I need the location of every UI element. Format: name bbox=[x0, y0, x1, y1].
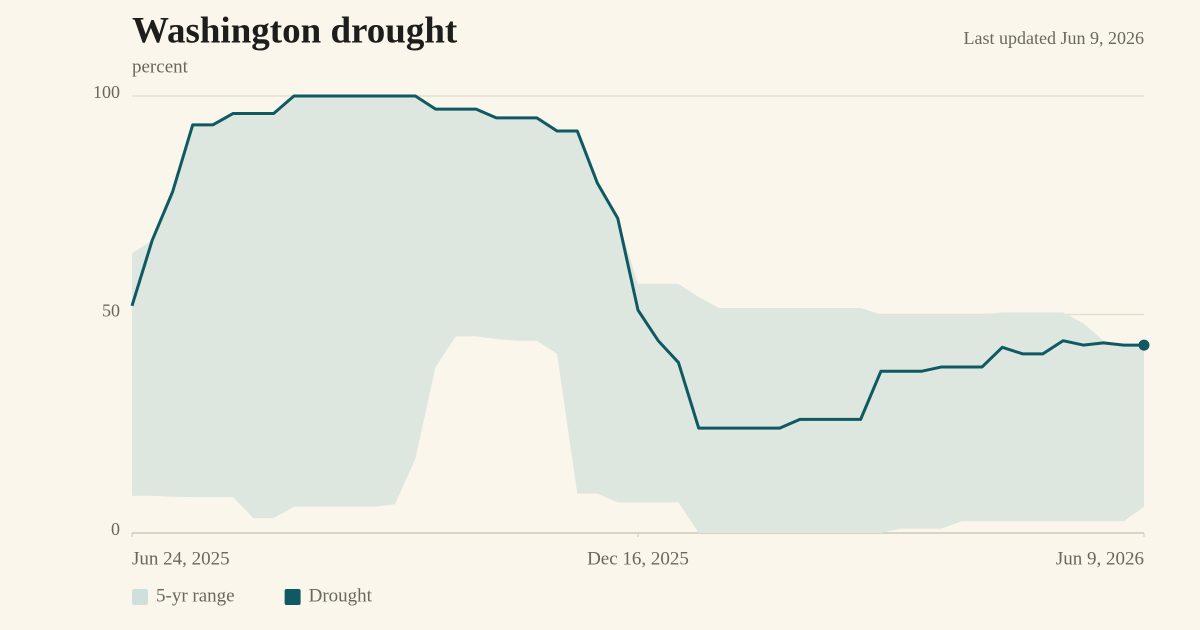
y-tick-label: 0 bbox=[111, 519, 120, 539]
legend-label: 5-yr range bbox=[156, 585, 235, 606]
x-tick-label: Jun 9, 2026 bbox=[1056, 548, 1144, 569]
end-point bbox=[1138, 339, 1150, 351]
note: Last updated Jun 9, 2026 bbox=[964, 28, 1144, 48]
y-tick-label: 100 bbox=[93, 82, 120, 102]
legend-swatch bbox=[284, 589, 301, 605]
subtitle: percent bbox=[132, 56, 189, 77]
legend-label: Drought bbox=[309, 585, 373, 606]
line bbox=[130, 94, 1144, 430]
range-area bbox=[132, 96, 1144, 533]
y-tick-label: 50 bbox=[102, 301, 120, 321]
x-tick-label: Jun 24, 2025 bbox=[132, 548, 230, 569]
x-tick-label: Dec 16, 2025 bbox=[587, 548, 689, 569]
chart-title: Washington drought bbox=[132, 10, 458, 51]
legend-swatch bbox=[132, 589, 148, 605]
